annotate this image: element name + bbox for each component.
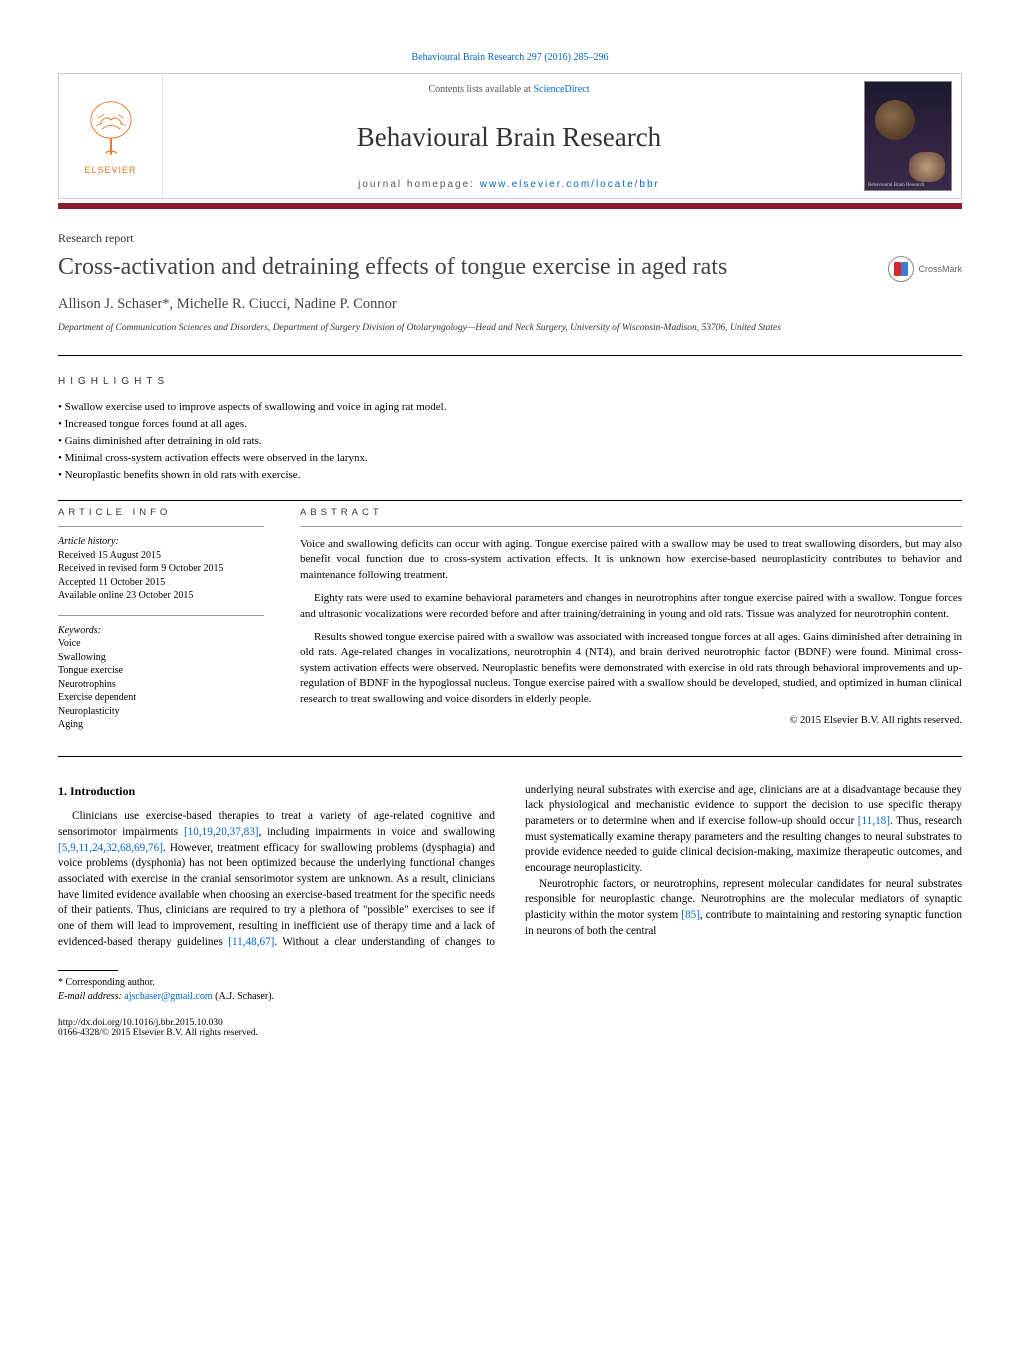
body-paragraph: Neurotrophic factors, or neurotrophins, … (525, 877, 962, 940)
journal-homepage-line: journal homepage: www.elsevier.com/locat… (358, 179, 660, 190)
keywords-label: Keywords: (58, 624, 264, 638)
elsevier-tree-icon (82, 98, 140, 162)
body-text: 1. Introduction Clinicians use exercise-… (58, 783, 962, 951)
cover-label: Behavioural Brain Research (868, 183, 924, 189)
elsevier-logo[interactable]: ELSEVIER (82, 98, 140, 175)
abstract-heading: ABSTRACT (300, 507, 962, 518)
corresponding-author-label: * Corresponding author. (58, 976, 962, 990)
publisher-logo-box: ELSEVIER (59, 74, 163, 198)
keyword: Voice (58, 637, 264, 651)
keyword: Tongue exercise (58, 664, 264, 678)
highlight-item: Neuroplastic benefits shown in old rats … (58, 467, 962, 484)
highlight-item: Minimal cross-system activation effects … (58, 450, 962, 467)
history-label: Article history: (58, 535, 264, 549)
homepage-prefix: journal homepage: (358, 179, 480, 190)
doi-block: http://dx.doi.org/10.1016/j.bbr.2015.10.… (58, 1018, 962, 1038)
corresponding-author-block: * Corresponding author. E-mail address: … (58, 970, 962, 1004)
article-info-heading: ARTICLE INFO (58, 507, 264, 518)
highlights-heading: HIGHLIGHTS (58, 376, 962, 387)
highlight-item: Gains diminished after detraining in old… (58, 433, 962, 450)
article-type: Research report (58, 231, 962, 246)
journal-masthead: ELSEVIER Contents lists available at Sci… (58, 73, 962, 199)
crossmark-label: CrossMark (918, 264, 962, 274)
journal-cover-thumbnail[interactable]: Behavioural Brain Research (864, 81, 952, 191)
citation-link[interactable]: [85] (681, 909, 700, 921)
article-info-column: ARTICLE INFO Article history: Received 1… (58, 507, 264, 732)
abstract-paragraph: Eighty rats were used to examine behavio… (300, 591, 962, 622)
history-online: Available online 23 October 2015 (58, 589, 264, 603)
sciencedirect-link[interactable]: ScienceDirect (533, 84, 589, 95)
highlights-list: Swallow exercise used to improve aspects… (58, 399, 962, 484)
journal-homepage-link[interactable]: www.elsevier.com/locate/bbr (480, 179, 660, 190)
history-accepted: Accepted 11 October 2015 (58, 576, 264, 590)
abstract-paragraph: Voice and swallowing deficits can occur … (300, 537, 962, 583)
section-heading: 1. Introduction (58, 783, 495, 800)
citation-link[interactable]: [10,19,20,37,83] (184, 826, 259, 838)
citation-link[interactable]: [11,48,67] (228, 936, 274, 948)
crossmark-icon (888, 256, 914, 282)
author-list: Allison J. Schaser*, Michelle R. Ciucci,… (58, 296, 962, 313)
brand-color-bar (58, 203, 962, 209)
contents-prefix: Contents lists available at (428, 84, 533, 95)
author-email-link[interactable]: ajschaser@gmail.com (124, 991, 212, 1002)
keyword: Exercise dependent (58, 691, 264, 705)
keyword: Swallowing (58, 651, 264, 665)
history-received: Received 15 August 2015 (58, 549, 264, 563)
history-revised: Received in revised form 9 October 2015 (58, 562, 264, 576)
keyword: Neurotrophins (58, 678, 264, 692)
journal-title: Behavioural Brain Research (357, 122, 661, 153)
citation-link[interactable]: [5,9,11,24,32,68,69,76] (58, 842, 163, 854)
keyword: Neuroplasticity (58, 705, 264, 719)
citation-link[interactable]: [11,18] (858, 815, 890, 827)
abstract-copyright: © 2015 Elsevier B.V. All rights reserved… (300, 715, 962, 726)
keyword: Aging (58, 718, 264, 732)
crossmark-badge[interactable]: CrossMark (888, 256, 962, 282)
highlight-item: Swallow exercise used to improve aspects… (58, 399, 962, 416)
contents-list-line: Contents lists available at ScienceDirec… (428, 84, 589, 95)
affiliation: Department of Communication Sciences and… (58, 322, 962, 335)
abstract-column: ABSTRACT Voice and swallowing deficits c… (300, 507, 962, 732)
top-citation[interactable]: Behavioural Brain Research 297 (2016) 28… (58, 52, 962, 63)
doi-link[interactable]: http://dx.doi.org/10.1016/j.bbr.2015.10.… (58, 1018, 223, 1028)
masthead-center: Contents lists available at ScienceDirec… (163, 74, 855, 198)
highlight-item: Increased tongue forces found at all age… (58, 416, 962, 433)
publisher-name: ELSEVIER (84, 165, 136, 175)
issn-line: 0166-4328/© 2015 Elsevier B.V. All right… (58, 1028, 962, 1038)
abstract-paragraph: Results showed tongue exercise paired wi… (300, 630, 962, 707)
journal-cover-box: Behavioural Brain Research (855, 74, 961, 198)
corresponding-email-line: E-mail address: ajschaser@gmail.com (A.J… (58, 990, 962, 1004)
article-title: Cross-activation and detraining effects … (58, 252, 872, 282)
